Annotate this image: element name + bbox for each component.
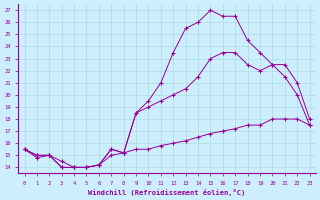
X-axis label: Windchill (Refroidissement éolien,°C): Windchill (Refroidissement éolien,°C) — [88, 189, 246, 196]
